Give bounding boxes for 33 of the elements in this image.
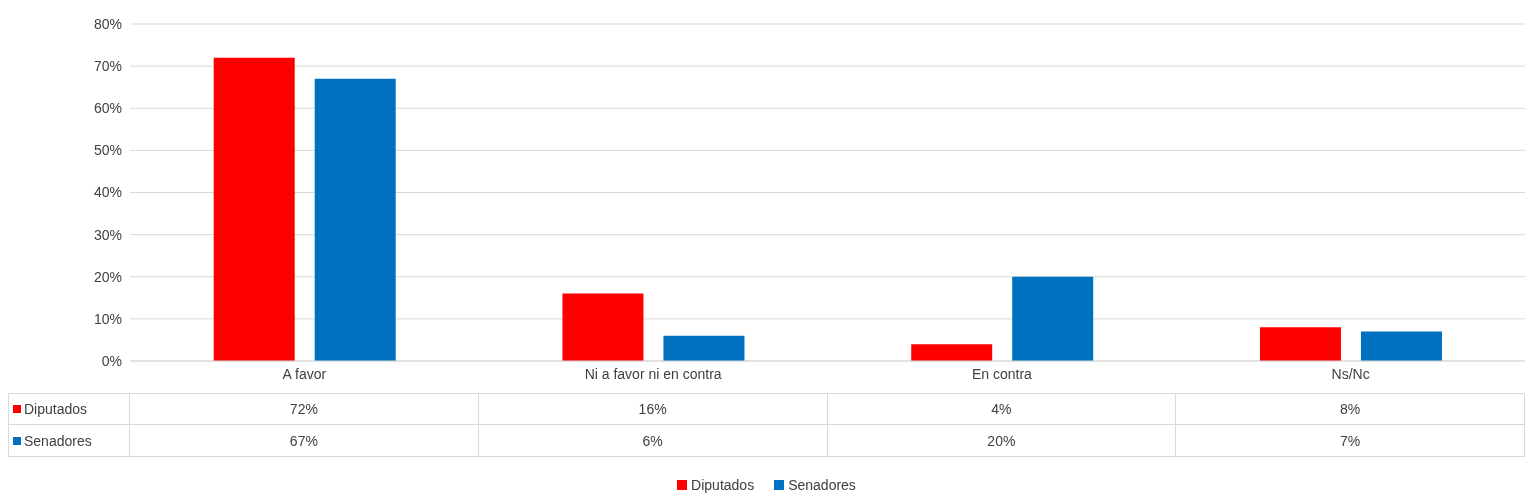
bar bbox=[1012, 276, 1094, 361]
text: Diputados bbox=[24, 401, 88, 417]
x-tick-label: A favor bbox=[282, 365, 327, 382]
bar bbox=[911, 344, 993, 361]
y-tick-label: 70% bbox=[93, 58, 122, 75]
y-tick-label: 40% bbox=[93, 184, 122, 201]
bar bbox=[314, 78, 396, 361]
x-tick-label: Ni a favor ni en contra bbox=[584, 365, 722, 382]
y-tick-label: 50% bbox=[93, 142, 122, 159]
x-tick-label: En contra bbox=[971, 365, 1033, 382]
data-label: 7% bbox=[1176, 425, 1525, 456]
bar bbox=[1360, 331, 1442, 361]
text: Senadores bbox=[24, 432, 92, 449]
y-tick-label: 60% bbox=[93, 100, 122, 117]
y-tick-label: 30% bbox=[93, 226, 122, 243]
y-tick-label: 10% bbox=[93, 310, 122, 327]
data-label: 6% bbox=[478, 425, 828, 456]
bar bbox=[663, 335, 745, 361]
legend-label: Diputados bbox=[691, 477, 755, 493]
data-label: 16% bbox=[478, 394, 828, 424]
y-tick-label: 80% bbox=[93, 15, 122, 32]
data-label: 8% bbox=[1176, 394, 1525, 424]
legend-label: Senadores bbox=[788, 477, 856, 493]
data-label: 4% bbox=[827, 394, 1177, 424]
bar bbox=[213, 57, 295, 361]
data-label: 67% bbox=[130, 425, 479, 456]
y-tick-label: 20% bbox=[93, 268, 122, 285]
bar bbox=[562, 293, 644, 361]
data-label: 72% bbox=[130, 394, 479, 424]
y-tick-label: 0% bbox=[101, 352, 122, 369]
x-tick-label: Ns/Nc bbox=[1331, 365, 1370, 382]
bar bbox=[1259, 327, 1341, 361]
data-label: 20% bbox=[827, 425, 1177, 456]
